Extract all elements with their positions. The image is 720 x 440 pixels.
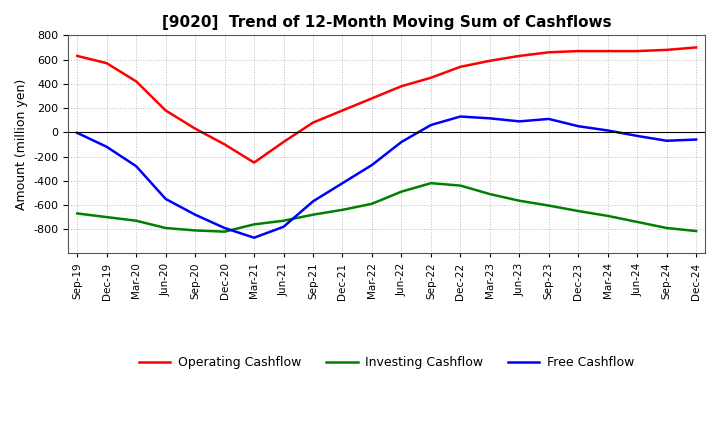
Free Cashflow bbox=[574, 124, 582, 129]
Operating Cashflow bbox=[662, 47, 671, 52]
Investing Cashflow bbox=[515, 198, 523, 203]
Operating Cashflow bbox=[397, 84, 406, 89]
Free Cashflow bbox=[191, 212, 199, 217]
Operating Cashflow bbox=[515, 53, 523, 59]
Investing Cashflow bbox=[250, 222, 258, 227]
Investing Cashflow bbox=[574, 209, 582, 214]
Operating Cashflow bbox=[368, 96, 377, 101]
Investing Cashflow bbox=[692, 228, 701, 234]
Investing Cashflow bbox=[161, 225, 170, 231]
Free Cashflow bbox=[426, 122, 435, 128]
Title: [9020]  Trend of 12-Month Moving Sum of Cashflows: [9020] Trend of 12-Month Moving Sum of C… bbox=[162, 15, 611, 30]
Investing Cashflow bbox=[220, 229, 229, 234]
Operating Cashflow bbox=[544, 50, 553, 55]
Free Cashflow bbox=[456, 114, 464, 119]
Free Cashflow bbox=[250, 235, 258, 240]
Free Cashflow bbox=[132, 164, 140, 169]
Operating Cashflow bbox=[603, 48, 612, 54]
Free Cashflow bbox=[485, 116, 494, 121]
Investing Cashflow bbox=[397, 189, 406, 194]
Free Cashflow bbox=[279, 224, 288, 229]
Free Cashflow bbox=[338, 180, 347, 186]
Operating Cashflow bbox=[574, 48, 582, 54]
Operating Cashflow bbox=[456, 64, 464, 70]
Line: Operating Cashflow: Operating Cashflow bbox=[77, 48, 696, 162]
Free Cashflow bbox=[515, 119, 523, 124]
Operating Cashflow bbox=[73, 53, 81, 59]
Investing Cashflow bbox=[368, 201, 377, 206]
Free Cashflow bbox=[544, 116, 553, 121]
Free Cashflow bbox=[161, 196, 170, 202]
Free Cashflow bbox=[397, 139, 406, 145]
Operating Cashflow bbox=[485, 58, 494, 63]
Operating Cashflow bbox=[191, 126, 199, 131]
Operating Cashflow bbox=[338, 108, 347, 113]
Operating Cashflow bbox=[309, 120, 318, 125]
Operating Cashflow bbox=[633, 48, 642, 54]
Operating Cashflow bbox=[692, 45, 701, 50]
Investing Cashflow bbox=[662, 225, 671, 231]
Line: Free Cashflow: Free Cashflow bbox=[77, 117, 696, 238]
Investing Cashflow bbox=[309, 212, 318, 217]
Line: Investing Cashflow: Investing Cashflow bbox=[77, 183, 696, 231]
Free Cashflow bbox=[73, 130, 81, 136]
Operating Cashflow bbox=[161, 108, 170, 113]
Free Cashflow bbox=[603, 128, 612, 133]
Investing Cashflow bbox=[73, 211, 81, 216]
Investing Cashflow bbox=[603, 213, 612, 219]
Operating Cashflow bbox=[279, 139, 288, 145]
Investing Cashflow bbox=[191, 228, 199, 233]
Investing Cashflow bbox=[426, 180, 435, 186]
Free Cashflow bbox=[692, 137, 701, 142]
Investing Cashflow bbox=[485, 191, 494, 197]
Operating Cashflow bbox=[250, 160, 258, 165]
Operating Cashflow bbox=[102, 61, 111, 66]
Investing Cashflow bbox=[338, 207, 347, 213]
Investing Cashflow bbox=[456, 183, 464, 188]
Legend: Operating Cashflow, Investing Cashflow, Free Cashflow: Operating Cashflow, Investing Cashflow, … bbox=[134, 351, 639, 374]
Investing Cashflow bbox=[102, 214, 111, 220]
Operating Cashflow bbox=[220, 142, 229, 147]
Investing Cashflow bbox=[132, 218, 140, 224]
Free Cashflow bbox=[633, 133, 642, 139]
Operating Cashflow bbox=[426, 75, 435, 81]
Free Cashflow bbox=[220, 225, 229, 231]
Operating Cashflow bbox=[132, 79, 140, 84]
Free Cashflow bbox=[368, 162, 377, 168]
Investing Cashflow bbox=[633, 219, 642, 224]
Investing Cashflow bbox=[279, 218, 288, 224]
Free Cashflow bbox=[662, 138, 671, 143]
Free Cashflow bbox=[309, 199, 318, 204]
Investing Cashflow bbox=[544, 203, 553, 208]
Free Cashflow bbox=[102, 144, 111, 150]
Y-axis label: Amount (million yen): Amount (million yen) bbox=[15, 79, 28, 210]
